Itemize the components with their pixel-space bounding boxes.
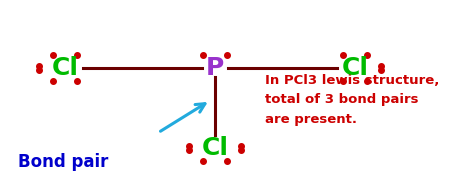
Text: Bond pair: Bond pair [18,153,109,171]
Text: P: P [206,56,224,80]
Text: Cl: Cl [341,56,368,80]
Text: Cl: Cl [201,136,228,160]
Text: Cl: Cl [52,56,79,80]
Text: In PCl3 lewis structure,
total of 3 bond pairs
are present.: In PCl3 lewis structure, total of 3 bond… [265,74,439,126]
